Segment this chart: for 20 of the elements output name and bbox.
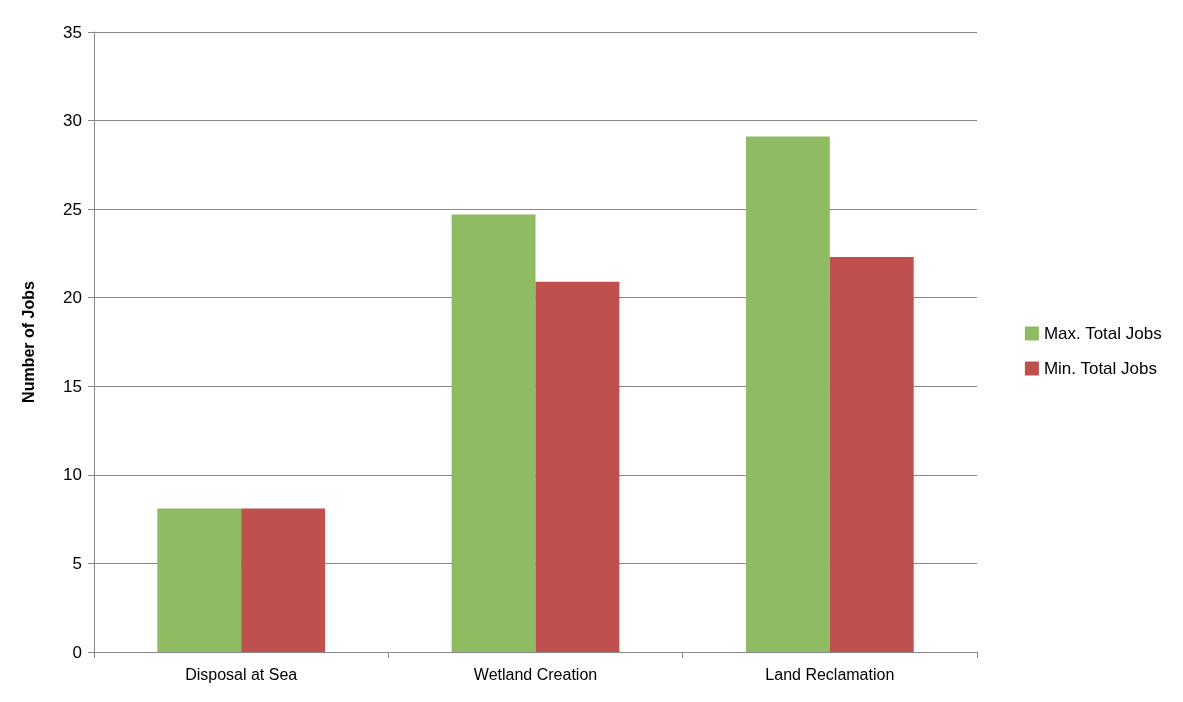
bar (535, 281, 620, 652)
y-tick-label: 0 (72, 642, 82, 662)
bar (745, 136, 830, 652)
y-tick-label: 35 (63, 22, 82, 42)
y-axis-title: Number of Jobs (19, 281, 37, 403)
y-tick-label: 10 (63, 465, 82, 485)
y-tick-label: 30 (63, 111, 82, 131)
x-tick-label: Disposal at Sea (185, 665, 298, 683)
y-tick-label: 20 (63, 288, 82, 308)
bar (157, 508, 242, 652)
legend-label: Max. Total Jobs (1043, 324, 1162, 343)
x-tick-label: Land Reclamation (765, 665, 895, 683)
bar (829, 256, 914, 652)
bar (451, 214, 536, 652)
legend-label: Min. Total Jobs (1043, 359, 1157, 378)
y-tick-label: 15 (63, 376, 82, 396)
y-tick-label: 25 (63, 199, 82, 219)
bar (241, 508, 326, 652)
x-tick-label: Wetland Creation (473, 665, 598, 683)
y-tick-label: 5 (72, 553, 82, 573)
